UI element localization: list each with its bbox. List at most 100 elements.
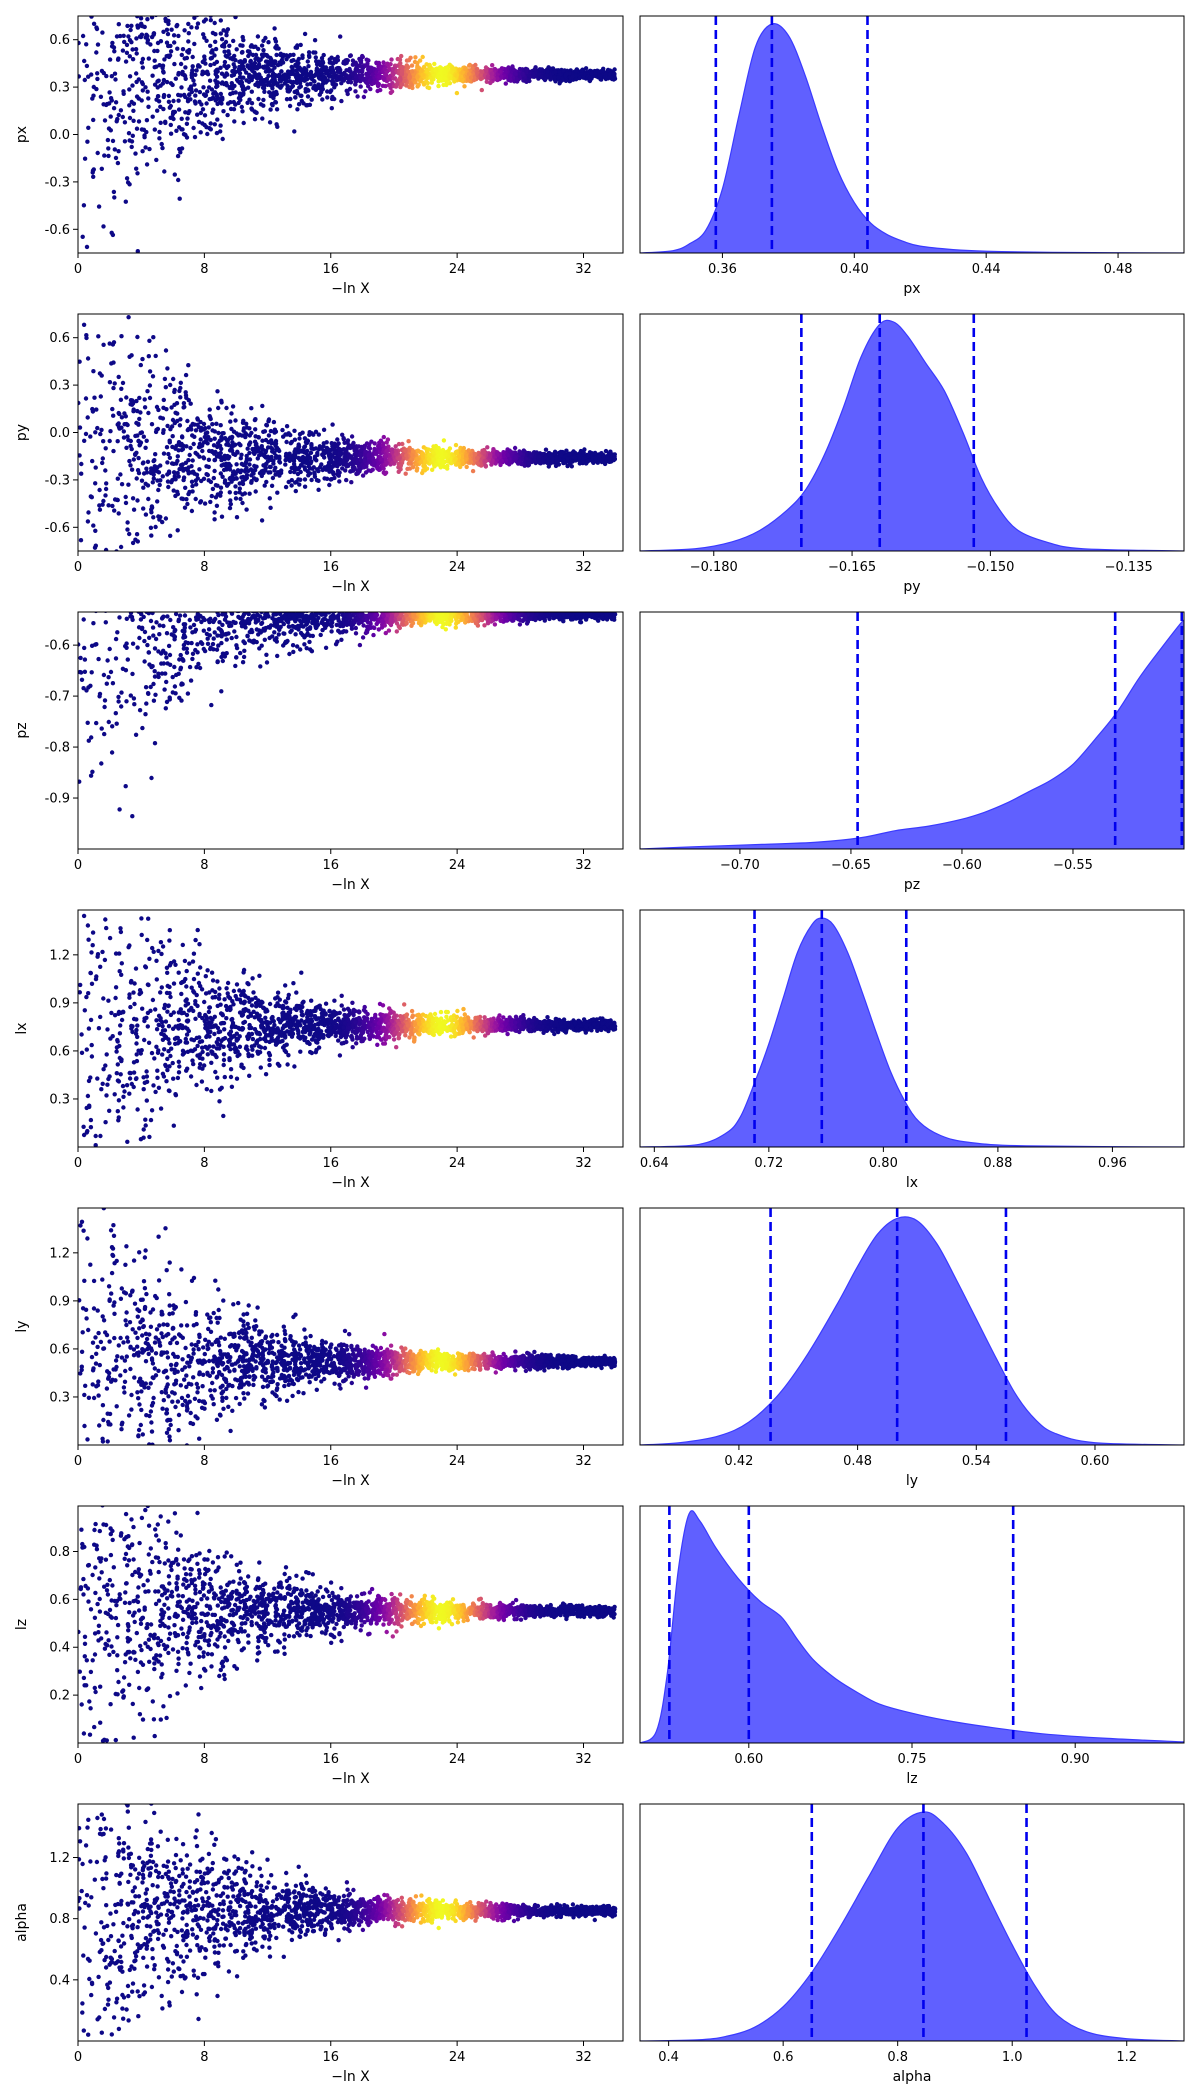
sample-point [100,30,105,35]
sample-point [176,92,181,98]
sample-point [410,453,415,458]
sample-point [309,73,314,78]
sample-point [526,461,531,466]
sample-point [162,376,168,382]
sample-point [163,516,169,521]
sample-point [186,465,191,470]
sample-point [490,460,495,465]
sample-point [263,461,269,467]
sample-point [556,75,561,80]
sample-point [111,448,116,454]
sample-point [231,38,236,44]
sample-point [488,80,493,86]
sample-point [447,446,453,451]
sample-point [231,107,237,112]
sample-point [111,385,116,391]
sample-point [297,436,302,441]
sample-point [383,72,389,78]
sample-point [304,77,310,82]
sample-point [381,76,386,81]
sample-point [291,58,296,63]
sample-point [182,613,188,618]
sample-point [91,174,96,179]
sample-point [579,68,584,74]
sample-point [307,430,312,435]
sample-point [204,38,209,43]
sample-point [113,77,118,82]
sample-point [210,428,215,433]
sample-point [122,39,127,45]
sample-point [247,462,252,467]
sample-point [268,505,273,510]
sample-point [252,467,258,473]
sample-point [494,76,500,81]
sample-point [289,465,294,471]
sample-point [140,88,145,93]
sample-point [119,415,125,420]
x-axis-label: −ln X [331,281,370,297]
sample-point [119,482,125,487]
sample-point [316,478,321,483]
sample-point [238,59,243,64]
sample-point [274,122,279,127]
sample-point [595,68,600,73]
sample-point [406,439,411,444]
sample-point [191,441,196,447]
sample-point [215,117,220,122]
sample-point [267,496,272,501]
sample-point [139,80,145,85]
sample-point [287,103,293,109]
sample-point [414,468,419,473]
sample-point [312,38,318,43]
sample-point [172,172,177,177]
sample-point [293,480,298,485]
sample-point [313,429,319,434]
sample-point [143,145,148,150]
sample-point [316,487,321,492]
sample-point [127,138,132,143]
sample-point [327,482,332,488]
sample-point [228,84,233,90]
sample-point [123,59,129,64]
x-tick-label: 16 [322,262,339,277]
sample-point [244,70,249,75]
sample-point [155,108,160,113]
sample-point [166,93,172,99]
sample-point [116,511,121,516]
sample-point [499,458,504,463]
plot-area [78,315,617,551]
sample-point [438,464,444,469]
sample-point [136,119,142,124]
sample-point [414,462,419,467]
sample-point [241,426,247,431]
sample-point [292,454,298,460]
sample-point [120,380,126,386]
sample-point [215,101,220,107]
sample-point [205,430,210,435]
sample-point [583,66,589,71]
sample-point [319,56,325,61]
sample-point [443,452,448,457]
sample-point [93,543,99,548]
sample-point [167,455,173,460]
sample-point [350,62,356,67]
y-tick-label: -0.3 [45,175,70,190]
sample-point [147,146,152,152]
sample-point [415,74,420,79]
sample-point [240,87,246,92]
sample-point [461,445,466,451]
sample-point [253,56,258,62]
sample-point [439,454,444,459]
sample-point [261,48,266,53]
sample-point [166,451,171,457]
sample-point [135,249,140,253]
sample-point [111,106,117,111]
sample-point [193,72,198,78]
sample-point [337,479,342,484]
sample-point [263,449,268,455]
sample-point [400,82,405,87]
sample-point [437,458,442,464]
posterior-density-area [640,23,1184,253]
sample-point [148,525,154,530]
sample-point [398,76,403,81]
